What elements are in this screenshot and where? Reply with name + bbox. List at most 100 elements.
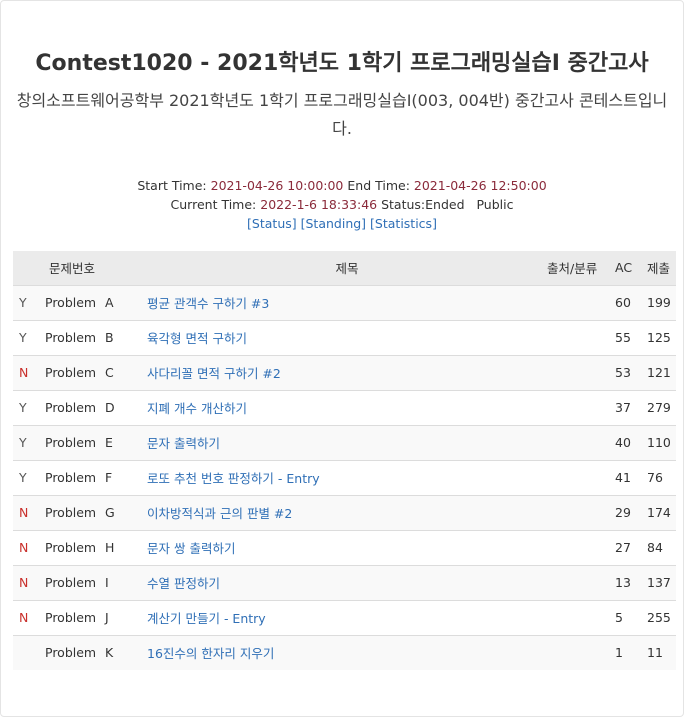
problem-number: Problem J <box>45 600 147 635</box>
problem-title-cell: 16진수의 한자리 지우기 <box>147 635 547 670</box>
problem-title-link[interactable]: 수열 판정하기 <box>147 576 220 591</box>
problem-source <box>547 600 615 635</box>
problem-title-cell: 계산기 만들기 - Entry <box>147 600 547 635</box>
end-time-value: 2021-04-26 12:50:00 <box>413 178 547 193</box>
standing-link[interactable]: [Standing] <box>300 216 367 231</box>
ac-count: 40 <box>615 435 631 450</box>
table-row: Y Problem D 지폐 개수 개산하기 37 279 <box>13 390 676 425</box>
ac-count: 60 <box>615 295 631 310</box>
problem-number: Problem I <box>45 565 147 600</box>
result-mark: Y <box>19 435 27 450</box>
ac-count: 53 <box>615 365 631 380</box>
submit-count: 76 <box>647 470 663 485</box>
result-mark: N <box>19 610 29 625</box>
problem-title-cell: 지폐 개수 개산하기 <box>147 390 547 425</box>
problem-source <box>547 285 615 320</box>
problem-title-link[interactable]: 계산기 만들기 - Entry <box>147 611 266 626</box>
status-label: Status: <box>381 197 426 212</box>
start-time-value: 2021-04-26 10:00:00 <box>210 178 344 193</box>
submit-count: 255 <box>647 610 671 625</box>
submit-count: 121 <box>647 365 671 380</box>
current-time-label: Current Time: <box>170 197 257 212</box>
problem-label: Problem <box>45 645 97 661</box>
result-mark: N <box>19 505 29 520</box>
statistics-link[interactable]: [Statistics] <box>370 216 437 231</box>
table-row: Y Problem E 문자 출력하기 40 110 <box>13 425 676 460</box>
problem-label: Problem <box>45 295 97 310</box>
problem-source <box>547 495 615 530</box>
problem-id: F <box>105 470 113 485</box>
problem-source <box>547 460 615 495</box>
problem-number: Problem E <box>45 425 147 460</box>
submit-count: 199 <box>647 295 671 310</box>
table-row: Y Problem B 육각형 면적 구하기 55 125 <box>13 320 676 355</box>
problem-label: Problem <box>45 470 97 485</box>
problem-title-link[interactable]: 육각형 면적 구하기 <box>147 331 247 346</box>
title-header: 제목 <box>335 261 359 277</box>
problem-number: Problem D <box>45 390 147 425</box>
problem-title-link[interactable]: 지폐 개수 개산하기 <box>147 401 247 416</box>
ac-count: 37 <box>615 400 631 415</box>
problem-label: Problem <box>45 610 97 625</box>
problem-title-link[interactable]: 로또 추천 번호 판정하기 - Entry <box>147 471 320 486</box>
table-row: Problem K 16진수의 한자리 지우기 1 11 <box>13 635 676 670</box>
problem-id: D <box>105 400 115 415</box>
table-row: N Problem J 계산기 만들기 - Entry 5 255 <box>13 600 676 635</box>
problem-number: Problem B <box>45 320 147 355</box>
start-time-label: Start Time: <box>137 178 207 193</box>
result-mark: Y <box>19 330 27 345</box>
problem-id: B <box>105 330 114 345</box>
problem-source <box>547 390 615 425</box>
problem-title-link[interactable]: 사다리꼴 면적 구하기 #2 <box>147 366 281 381</box>
problem-id: K <box>105 645 114 661</box>
problem-title-cell: 수열 판정하기 <box>147 565 547 600</box>
result-mark: Y <box>19 295 27 310</box>
submit-count: 11 <box>647 645 663 661</box>
table-row: Y Problem A 평균 관객수 구하기 #3 60 199 <box>13 285 676 320</box>
problem-source <box>547 425 615 460</box>
status-value: Ended <box>425 197 465 212</box>
result-mark: Y <box>19 470 27 485</box>
problem-title-link[interactable]: 문자 쌍 출력하기 <box>147 541 236 556</box>
problem-title-cell: 이차방적식과 근의 판별 #2 <box>147 495 547 530</box>
status-link[interactable]: [Status] <box>247 216 297 231</box>
submit-count: 279 <box>647 400 671 415</box>
table-row: Y Problem F 로또 추천 번호 판정하기 - Entry 41 76 <box>13 460 676 495</box>
submit-count: 110 <box>647 435 671 450</box>
problem-title-link[interactable]: 문자 출력하기 <box>147 436 220 451</box>
problem-title-cell: 문자 쌍 출력하기 <box>147 530 547 565</box>
ac-count: 29 <box>615 505 631 520</box>
current-time-value: 2022-1-6 18:33:46 <box>260 197 378 212</box>
ac-count: 5 <box>615 610 623 625</box>
problem-number: Problem H <box>45 530 147 565</box>
problem-number: Problem A <box>45 285 147 320</box>
problem-number: Problem G <box>45 495 147 530</box>
problem-id: G <box>105 505 115 520</box>
result-mark: N <box>19 575 29 590</box>
ac-count: 55 <box>615 330 631 345</box>
problem-title-link[interactable]: 평균 관객수 구하기 #3 <box>147 296 270 311</box>
problem-table: 문제번호 제목 출처/분류 AC 제출 Y Problem A 평균 관객수 구하기 … <box>13 251 676 670</box>
submit-count: 137 <box>647 575 671 590</box>
problem-source <box>547 635 615 670</box>
problem-id: E <box>105 435 113 450</box>
problem-title-link[interactable]: 16진수의 한자리 지우기 <box>147 646 275 662</box>
problem-label: Problem <box>45 540 97 555</box>
problem-label: Problem <box>45 435 97 450</box>
problem-id: H <box>105 540 115 555</box>
problem-title-cell: 문자 출력하기 <box>147 425 547 460</box>
problem-label: Problem <box>45 505 97 520</box>
problem-label: Problem <box>45 330 97 345</box>
problem-id: C <box>105 365 114 380</box>
result-mark: N <box>19 540 29 555</box>
time-line: Start Time: 2021-04-26 10:00:00 End Time… <box>1 176 683 195</box>
ac-count: 27 <box>615 540 631 555</box>
table-row: N Problem H 문자 쌍 출력하기 27 84 <box>13 530 676 565</box>
problem-source <box>547 530 615 565</box>
contest-links: [Status] [Standing] [Statistics] <box>1 214 683 233</box>
status-line: Current Time: 2022-1-6 18:33:46 Status:E… <box>1 195 683 214</box>
result-mark <box>13 635 45 670</box>
problem-title-link[interactable]: 이차방적식과 근의 판별 #2 <box>147 506 293 521</box>
problem-source <box>547 355 615 390</box>
